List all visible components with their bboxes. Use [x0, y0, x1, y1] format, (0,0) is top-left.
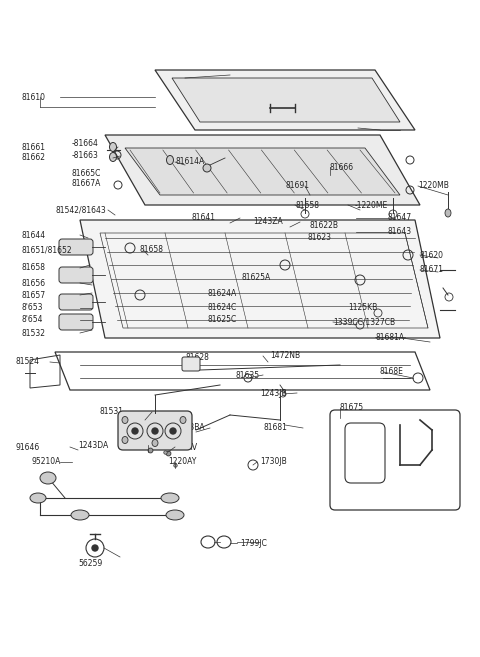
- Text: 1243JB: 1243JB: [260, 388, 287, 397]
- Ellipse shape: [122, 436, 128, 443]
- Text: 95210A: 95210A: [32, 457, 61, 466]
- Text: 81647: 81647: [388, 214, 412, 223]
- Ellipse shape: [161, 493, 179, 503]
- Text: 8168E: 8168E: [380, 367, 404, 376]
- Text: 81610: 81610: [22, 93, 46, 101]
- Text: 91646: 91646: [15, 443, 39, 451]
- Text: 1243BA: 1243BA: [175, 424, 204, 432]
- Text: 1220MB: 1220MB: [418, 181, 449, 191]
- Ellipse shape: [71, 510, 89, 520]
- FancyBboxPatch shape: [59, 239, 93, 255]
- FancyBboxPatch shape: [182, 357, 200, 371]
- Text: 8'654: 8'654: [22, 315, 44, 325]
- Text: 1243DA: 1243DA: [78, 440, 108, 449]
- Text: 1799JC: 1799JC: [240, 539, 267, 547]
- Text: 81635: 81635: [235, 371, 259, 380]
- Polygon shape: [80, 220, 440, 338]
- Text: 81624C: 81624C: [208, 302, 237, 311]
- Text: 81613: 81613: [165, 74, 189, 83]
- Ellipse shape: [40, 472, 56, 484]
- Text: 81662: 81662: [22, 154, 46, 162]
- Ellipse shape: [109, 143, 117, 152]
- Text: -81663: -81663: [72, 152, 99, 160]
- Text: 81644: 81644: [22, 231, 46, 240]
- Text: 1730JB: 1730JB: [260, 457, 287, 466]
- FancyBboxPatch shape: [59, 294, 93, 310]
- Text: 81667A: 81667A: [72, 179, 101, 187]
- Text: 81625A: 81625A: [242, 273, 271, 283]
- Ellipse shape: [445, 209, 451, 217]
- Text: 81628: 81628: [185, 353, 209, 363]
- Text: 1220AY: 1220AY: [168, 457, 196, 466]
- Text: 81681A: 81681A: [375, 332, 404, 342]
- Text: 81671: 81671: [420, 265, 444, 275]
- Text: 81681: 81681: [263, 424, 287, 432]
- Text: 81651/81652: 81651/81652: [22, 246, 72, 254]
- Text: 81675: 81675: [340, 403, 364, 413]
- Text: 81658: 81658: [140, 246, 164, 254]
- Text: 1243ZA: 1243ZA: [253, 217, 283, 227]
- Text: 8'653: 8'653: [22, 304, 44, 313]
- Text: 81641: 81641: [192, 214, 216, 223]
- Ellipse shape: [30, 493, 46, 503]
- Text: 81620: 81620: [420, 250, 444, 260]
- Text: 81665C: 81665C: [72, 168, 101, 177]
- Ellipse shape: [180, 417, 186, 424]
- Ellipse shape: [167, 156, 173, 164]
- Text: -81664: -81664: [72, 139, 99, 148]
- Text: 81658: 81658: [295, 200, 319, 210]
- Text: 1339CC/1327CB: 1339CC/1327CB: [333, 317, 395, 327]
- Circle shape: [92, 545, 98, 551]
- Text: 81524: 81524: [15, 357, 39, 367]
- Text: 81614A: 81614A: [175, 158, 204, 166]
- Text: 81656: 81656: [22, 279, 46, 288]
- Text: 81623: 81623: [307, 233, 331, 242]
- Text: 56259: 56259: [78, 558, 102, 568]
- Text: 81691: 81691: [285, 181, 309, 191]
- Ellipse shape: [152, 440, 158, 447]
- Text: 81661: 81661: [22, 143, 46, 152]
- Text: 81658: 81658: [22, 263, 46, 273]
- Text: 81621B: 81621B: [358, 124, 387, 133]
- Ellipse shape: [122, 417, 128, 424]
- Text: 81625C: 81625C: [208, 315, 237, 325]
- Text: 81532: 81532: [22, 328, 46, 338]
- Text: 81666: 81666: [330, 162, 354, 171]
- Text: 81542/81643: 81542/81643: [55, 206, 106, 214]
- Text: -1220ME: -1220ME: [355, 200, 388, 210]
- Polygon shape: [125, 148, 400, 195]
- Polygon shape: [155, 70, 415, 130]
- Text: 81643: 81643: [388, 227, 412, 237]
- Text: 81622B: 81622B: [310, 221, 339, 229]
- Ellipse shape: [109, 152, 117, 162]
- FancyBboxPatch shape: [59, 267, 93, 283]
- Polygon shape: [172, 78, 400, 122]
- FancyBboxPatch shape: [59, 314, 93, 330]
- FancyBboxPatch shape: [118, 411, 192, 450]
- Text: 81624A: 81624A: [208, 288, 237, 298]
- Polygon shape: [105, 135, 420, 205]
- Circle shape: [132, 428, 138, 434]
- Circle shape: [152, 428, 158, 434]
- Circle shape: [170, 428, 176, 434]
- Text: 1125KB: 1125KB: [348, 304, 377, 313]
- Text: 1220AV: 1220AV: [168, 443, 197, 451]
- Text: 81657: 81657: [22, 290, 46, 300]
- Ellipse shape: [166, 510, 184, 520]
- Text: 1472NB: 1472NB: [270, 351, 300, 361]
- Ellipse shape: [203, 164, 211, 172]
- Text: 81531: 81531: [100, 407, 124, 417]
